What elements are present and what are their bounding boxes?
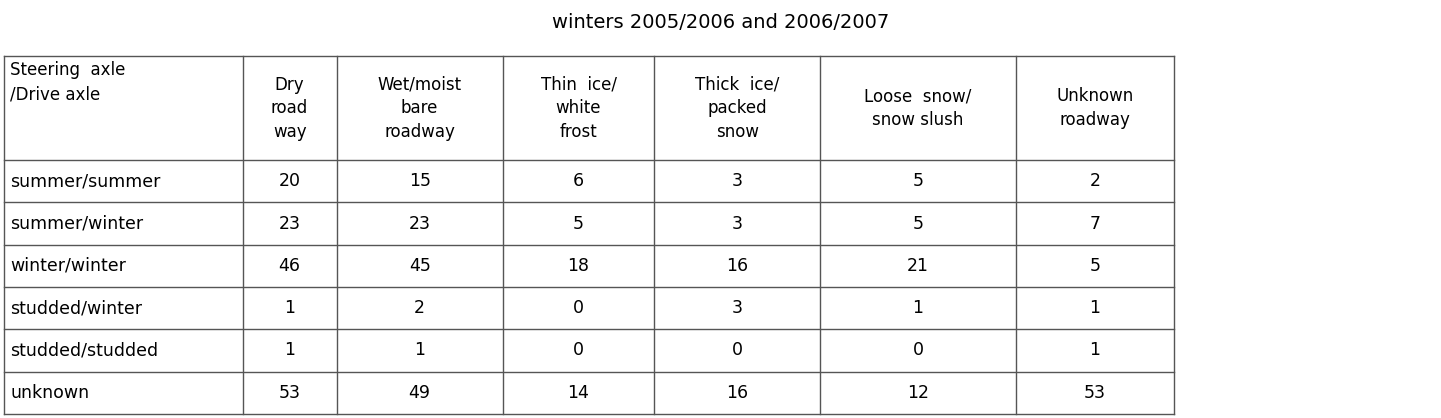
Text: 5: 5 — [912, 214, 924, 232]
Text: Steering  axle
/Drive axle: Steering axle /Drive axle — [10, 61, 125, 103]
Text: 0: 0 — [732, 342, 744, 359]
Text: unknown: unknown — [10, 384, 89, 402]
Text: 23: 23 — [409, 214, 431, 232]
Text: 2: 2 — [1089, 172, 1101, 190]
Text: 3: 3 — [732, 172, 744, 190]
Text: 23: 23 — [278, 214, 301, 232]
Text: Wet/moist
bare
roadway: Wet/moist bare roadway — [378, 76, 461, 141]
Text: 5: 5 — [912, 172, 924, 190]
Text: 21: 21 — [906, 257, 929, 275]
Text: 14: 14 — [568, 384, 589, 402]
Text: 46: 46 — [278, 257, 301, 275]
Text: Thin  ice/
white
frost: Thin ice/ white frost — [540, 76, 617, 141]
Text: Loose  snow/
snow slush: Loose snow/ snow slush — [865, 87, 971, 129]
Text: summer/summer: summer/summer — [10, 172, 160, 190]
Text: 16: 16 — [726, 257, 748, 275]
Text: 1: 1 — [1089, 342, 1101, 359]
Text: 20: 20 — [278, 172, 301, 190]
Text: 3: 3 — [732, 299, 744, 317]
Text: 1: 1 — [414, 342, 425, 359]
Text: 0: 0 — [574, 299, 584, 317]
Text: 1: 1 — [912, 299, 924, 317]
Text: 5: 5 — [574, 214, 584, 232]
Text: 16: 16 — [726, 384, 748, 402]
Text: studded/winter: studded/winter — [10, 299, 143, 317]
Text: 6: 6 — [574, 172, 584, 190]
Text: 15: 15 — [409, 172, 431, 190]
Text: 12: 12 — [906, 384, 929, 402]
Text: 1: 1 — [1089, 299, 1101, 317]
Text: 0: 0 — [574, 342, 584, 359]
Text: Dry
road
way: Dry road way — [271, 76, 308, 141]
Text: 1: 1 — [284, 299, 295, 317]
Text: 5: 5 — [1089, 257, 1101, 275]
Text: 3: 3 — [732, 214, 744, 232]
Text: 53: 53 — [1084, 384, 1105, 402]
Text: 45: 45 — [409, 257, 431, 275]
Text: Thick  ice/
packed
snow: Thick ice/ packed snow — [695, 76, 780, 141]
Text: Unknown
roadway: Unknown roadway — [1056, 87, 1134, 129]
Text: summer/winter: summer/winter — [10, 214, 143, 232]
Text: 1: 1 — [284, 342, 295, 359]
Text: 2: 2 — [414, 299, 425, 317]
Text: studded/studded: studded/studded — [10, 342, 159, 359]
Text: 49: 49 — [409, 384, 431, 402]
Text: 53: 53 — [278, 384, 301, 402]
Text: 18: 18 — [568, 257, 589, 275]
Text: 7: 7 — [1089, 214, 1101, 232]
Text: 0: 0 — [912, 342, 924, 359]
Text: winter/winter: winter/winter — [10, 257, 125, 275]
Text: winters 2005/2006 and 2006/2007: winters 2005/2006 and 2006/2007 — [552, 13, 889, 31]
